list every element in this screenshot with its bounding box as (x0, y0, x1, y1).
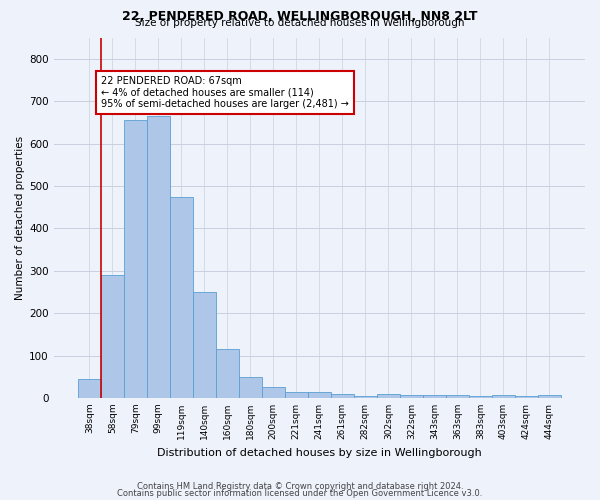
Bar (331, 394, 354, 398)
Bar (262, 388, 285, 398)
Bar (193, 292, 216, 398)
Bar (515, 396, 538, 398)
Bar (124, 120, 147, 398)
Bar (400, 394, 423, 398)
Bar (216, 349, 239, 398)
Bar (423, 394, 446, 398)
Bar (101, 275, 124, 398)
Bar (147, 116, 170, 398)
Bar (170, 196, 193, 398)
Text: Contains HM Land Registry data © Crown copyright and database right 2024.: Contains HM Land Registry data © Crown c… (137, 482, 463, 491)
Bar (285, 392, 308, 398)
Text: 22 PENDERED ROAD: 67sqm
← 4% of detached houses are smaller (114)
95% of semi-de: 22 PENDERED ROAD: 67sqm ← 4% of detached… (101, 76, 349, 109)
Y-axis label: Number of detached properties: Number of detached properties (15, 136, 25, 300)
Bar (377, 394, 400, 398)
Bar (538, 394, 561, 398)
Bar (239, 376, 262, 398)
Bar (492, 394, 515, 398)
Text: 22, PENDERED ROAD, WELLINGBOROUGH, NN8 2LT: 22, PENDERED ROAD, WELLINGBOROUGH, NN8 2… (122, 10, 478, 23)
X-axis label: Distribution of detached houses by size in Wellingborough: Distribution of detached houses by size … (157, 448, 482, 458)
Text: Contains public sector information licensed under the Open Government Licence v3: Contains public sector information licen… (118, 489, 482, 498)
Bar (78, 379, 101, 398)
Bar (354, 396, 377, 398)
Text: Size of property relative to detached houses in Wellingborough: Size of property relative to detached ho… (135, 18, 465, 28)
Bar (446, 394, 469, 398)
Bar (469, 396, 492, 398)
Bar (308, 392, 331, 398)
